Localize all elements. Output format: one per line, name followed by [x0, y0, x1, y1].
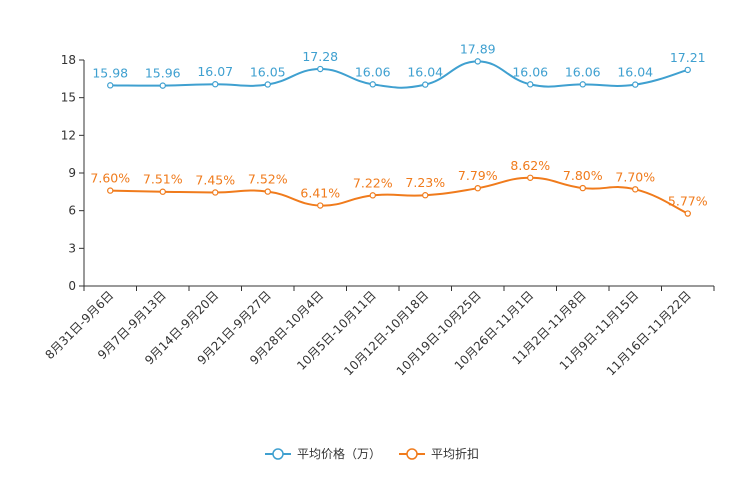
data-label: 8.62% [510, 158, 550, 173]
data-label: 16.06 [512, 64, 548, 79]
data-point [684, 210, 691, 217]
data-point [212, 81, 219, 88]
data-label: 6.41% [300, 186, 340, 201]
data-label: 7.52% [248, 172, 288, 187]
y-tick-label: 15 [61, 91, 76, 105]
data-point [159, 188, 166, 195]
legend-line-circle-icon [399, 447, 425, 460]
data-label: 16.06 [355, 64, 391, 79]
data-point [107, 82, 114, 89]
legend-item-1[interactable]: 平均价格（万） [264, 445, 381, 462]
data-point [579, 81, 586, 88]
data-label: 7.45% [195, 172, 235, 187]
data-label: 7.22% [353, 175, 393, 190]
data-point [107, 187, 114, 194]
data-point [317, 202, 324, 209]
data-label: 16.07 [197, 64, 233, 79]
data-point [474, 58, 481, 65]
legend-label: 平均价格（万） [296, 447, 381, 461]
y-tick-label: 12 [61, 128, 76, 142]
data-point [369, 81, 376, 88]
legend-line-circle-icon [264, 447, 291, 460]
data-label: 16.04 [617, 65, 653, 80]
y-tick-label: 0 [68, 279, 76, 293]
data-point [264, 81, 271, 88]
line-chart: 03691215188月31日-9月6日9月7日-9月13日9月14日-9月20… [42, 41, 715, 378]
data-label: 7.51% [143, 172, 183, 187]
data-label: 7.23% [405, 175, 445, 190]
y-tick-label: 6 [68, 204, 76, 218]
data-point [684, 66, 691, 74]
data-label: 15.96 [145, 66, 181, 81]
data-point [632, 81, 639, 88]
data-label: 16.04 [407, 65, 443, 80]
data-point [527, 174, 534, 181]
data-point [527, 81, 534, 88]
data-label: 17.21 [670, 50, 706, 65]
data-point [212, 189, 219, 196]
y-tick-label: 18 [61, 53, 76, 67]
data-label: 16.05 [250, 64, 286, 79]
y-tick-label: 9 [68, 166, 76, 180]
data-label: 5.77% [668, 194, 708, 209]
data-point [264, 188, 271, 195]
data-label: 16.06 [565, 64, 601, 79]
data-point [422, 81, 429, 88]
data-point [422, 192, 429, 199]
data-point [632, 186, 639, 193]
data-point [579, 184, 586, 192]
data-label: 17.89 [460, 41, 496, 56]
series-line-2 [110, 176, 689, 215]
data-point [369, 192, 376, 199]
data-label: 7.70% [615, 169, 655, 184]
data-label: 17.28 [302, 49, 338, 64]
legend-label: 平均折扣 [431, 447, 480, 461]
data-point [159, 82, 166, 89]
data-label: 7.60% [90, 171, 130, 186]
legend: 平均价格（万） 平均折扣 [0, 445, 744, 462]
data-label: 7.80% [563, 168, 603, 183]
data-label: 15.98 [92, 65, 128, 80]
data-point [317, 65, 324, 73]
data-label: 7.79% [458, 168, 498, 183]
y-tick-label: 3 [68, 241, 76, 255]
data-point [474, 184, 481, 192]
legend-item-2[interactable]: 平均折扣 [399, 445, 479, 462]
